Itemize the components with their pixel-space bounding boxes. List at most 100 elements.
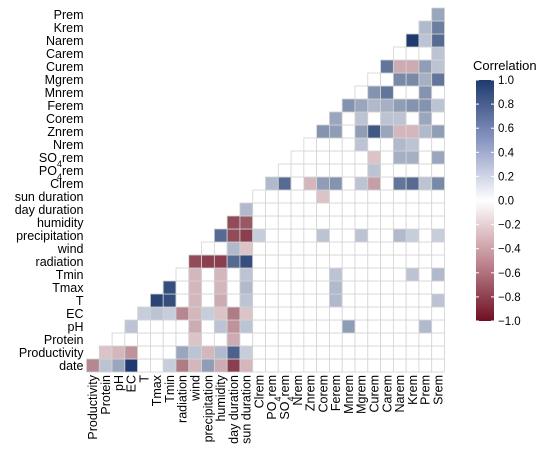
- heatmap-cell: [380, 332, 394, 347]
- y-tick-label: SO4rem: [39, 151, 84, 169]
- heatmap-cell: [431, 20, 445, 35]
- heatmap-cell: [303, 358, 318, 373]
- heatmap-cell: [252, 241, 266, 256]
- heatmap-cell: [150, 345, 164, 360]
- heatmap-cell: [329, 189, 343, 204]
- y-tick-label: Clrem: [50, 177, 83, 191]
- heatmap-cell: [354, 150, 369, 165]
- heatmap-cell: [380, 293, 394, 308]
- heatmap-cell: [341, 137, 356, 152]
- heatmap-cell: [303, 176, 318, 191]
- heatmap-cell: [418, 85, 433, 100]
- heatmap-cell: [341, 319, 356, 334]
- heatmap-cell: [188, 293, 202, 308]
- y-tick-label: Corem: [46, 112, 84, 126]
- heatmap-cell: [405, 358, 420, 373]
- heatmap-cell: [239, 228, 254, 243]
- legend-tick-label: 0.8: [498, 99, 514, 111]
- heatmap-cell: [86, 358, 100, 373]
- heatmap-cell: [354, 202, 369, 217]
- heatmap-cell: [418, 150, 433, 165]
- heatmap-cell: [175, 267, 190, 282]
- heatmap-cell: [137, 306, 151, 321]
- heatmap-cell: [392, 189, 407, 204]
- heatmap-cell: [431, 163, 445, 178]
- heatmap-cell: [380, 306, 394, 321]
- y-tick-label: Curem: [46, 60, 84, 74]
- heatmap-cell: [367, 137, 381, 152]
- heatmap-cell: [354, 254, 369, 269]
- heatmap-cell: [226, 306, 241, 321]
- heatmap-cell: [354, 111, 369, 126]
- heatmap-cell: [252, 293, 266, 308]
- heatmap-cell: [431, 189, 445, 204]
- x-tick-label: sun duration: [240, 375, 254, 444]
- heatmap-cell: [265, 319, 279, 334]
- heatmap-cell: [303, 241, 318, 256]
- heatmap-cell: [252, 306, 266, 321]
- legend-tick-label: −0.4: [498, 244, 521, 256]
- heatmap-cell: [405, 85, 420, 100]
- legend: Correlation 1.0 0.8 0.6 0.4 0.2 0.0 −0.2 −0.4 −0…: [473, 58, 537, 328]
- heatmap-cell: [175, 293, 190, 308]
- heatmap-cell: [150, 332, 164, 347]
- heatmap-cell: [354, 241, 369, 256]
- legend-ticks: 1.0 0.8 0.6 0.4 0.2 0.0 −0.2 −0.4 −0.6 −0.8 −1.0: [476, 75, 521, 328]
- heatmap-cell: [431, 267, 445, 282]
- y-tick-label: wind: [57, 242, 84, 256]
- heatmap-cell: [213, 280, 228, 295]
- heatmap-cell: [329, 345, 343, 360]
- x-tick-label: precipitation: [201, 375, 215, 442]
- heatmap-cell: [329, 202, 343, 217]
- y-tick-label: date: [59, 359, 83, 373]
- legend-tick-label: −0.6: [498, 268, 521, 280]
- heatmap-cell: [392, 332, 407, 347]
- heatmap-cell: [290, 319, 305, 334]
- heatmap-cell: [290, 150, 305, 165]
- x-tick-label: Productivity: [86, 374, 100, 439]
- heatmap-cell: [277, 345, 292, 360]
- heatmap-cell: [418, 72, 433, 87]
- heatmap-cell: [226, 319, 241, 334]
- heatmap-cell: [213, 228, 228, 243]
- heatmap-cell: [303, 137, 318, 152]
- heatmap-cell: [329, 306, 343, 321]
- heatmap-cell: [201, 345, 215, 360]
- heatmap-cell: [392, 267, 407, 282]
- heatmap-cell: [188, 254, 202, 269]
- heatmap-cell: [392, 306, 407, 321]
- heatmap-cell: [431, 215, 445, 230]
- heatmap-cell: [380, 111, 394, 126]
- heatmap-cell: [329, 254, 343, 269]
- y-tick-label: precipitation: [16, 229, 83, 243]
- x-tick-label: Ferem: [329, 375, 343, 411]
- heatmap-cell: [213, 332, 228, 347]
- heatmap-cell: [367, 189, 381, 204]
- y-tick-label: Krem: [54, 21, 84, 35]
- heatmap-cell: [226, 293, 241, 308]
- heatmap-cell: [201, 280, 215, 295]
- heatmap-cell: [137, 319, 151, 334]
- x-tick-label: Tmax: [150, 374, 164, 406]
- heatmap-cell: [150, 319, 164, 334]
- heatmap-cell: [380, 85, 394, 100]
- heatmap-cell: [303, 293, 318, 308]
- heatmap-cell: [329, 163, 343, 178]
- heatmap-cell: [392, 345, 407, 360]
- heatmap-cell: [341, 150, 356, 165]
- heatmap-cell: [162, 319, 177, 334]
- heatmap-cell: [252, 332, 266, 347]
- legend-tick-label: 0.4: [498, 147, 515, 159]
- heatmap-cell: [239, 202, 254, 217]
- heatmap-cell: [418, 20, 433, 35]
- heatmap-cell: [354, 345, 369, 360]
- heatmap-cell: [277, 280, 292, 295]
- heatmap-cell: [392, 111, 407, 126]
- heatmap-cell: [329, 319, 343, 334]
- heatmap-cell: [201, 241, 215, 256]
- x-tick-label: pH: [112, 375, 126, 391]
- heatmap-cell: [150, 293, 164, 308]
- heatmap-cell: [405, 241, 420, 256]
- heatmap-cell: [303, 163, 318, 178]
